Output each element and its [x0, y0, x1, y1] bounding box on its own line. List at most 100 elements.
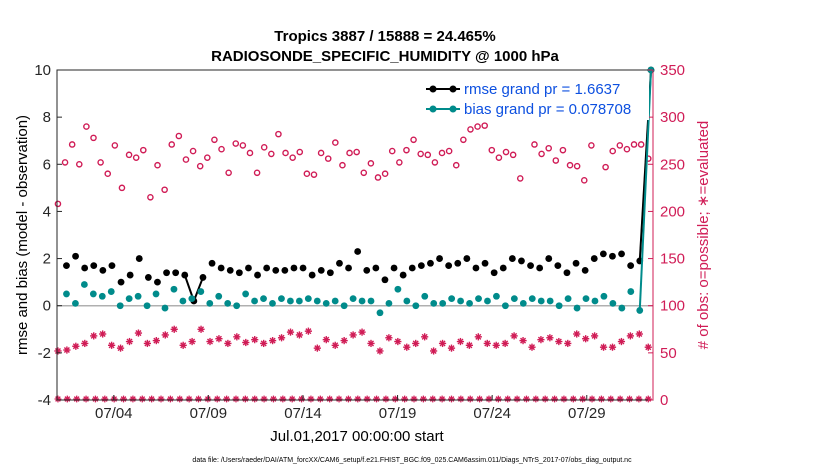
possible-obs-point	[460, 136, 467, 144]
bias-point	[116, 302, 124, 310]
x-tick-label: 07/29	[568, 405, 606, 422]
zero-count-point	[120, 395, 127, 403]
y-tick-label: 10	[34, 62, 51, 79]
evaluated-obs-point	[349, 331, 357, 339]
rmse-point	[618, 250, 625, 258]
zero-count-point	[195, 395, 202, 403]
zero-count-point	[419, 395, 427, 403]
evaluated-obs-point	[322, 336, 330, 344]
bias-point	[439, 299, 447, 307]
bias-point	[107, 288, 115, 295]
possible-obs-point	[125, 151, 133, 159]
bias-point	[269, 299, 276, 307]
possible-obs-point	[168, 141, 176, 148]
y-right-tick-label: 0	[660, 392, 668, 409]
zero-count-point	[101, 395, 109, 403]
evaluated-obs-point	[242, 338, 250, 347]
evaluated-obs-point	[277, 334, 286, 342]
rmse-point	[599, 250, 607, 258]
rmse-point	[372, 264, 380, 272]
evaluated-obs-point	[546, 334, 554, 342]
zero-count-point	[232, 395, 240, 403]
zero-count-point	[213, 395, 221, 403]
possible-obs-point	[154, 161, 161, 169]
zero-count-point	[279, 395, 287, 403]
bias-point	[242, 290, 250, 298]
possible-obs-point	[637, 141, 645, 148]
zero-count-point	[504, 395, 512, 403]
zero-count-point	[485, 395, 493, 403]
rmse-point	[254, 271, 261, 279]
rmse-point	[281, 266, 289, 274]
y-right-tick-label: 350	[660, 62, 685, 79]
bias-point	[448, 295, 456, 303]
x-axis-label: Jul.01,2017 00:00:00 start	[270, 428, 444, 445]
bias-point	[367, 297, 375, 305]
zero-count-point	[401, 395, 409, 403]
zero-count-point	[588, 395, 596, 403]
bias-point	[179, 297, 187, 305]
possible-obs-point	[388, 147, 396, 155]
y-tick-label: 0	[43, 298, 51, 315]
bias-point	[555, 302, 563, 310]
rmse-point	[563, 269, 571, 277]
y-tick-label: 6	[43, 156, 51, 173]
evaluated-obs-point	[447, 344, 456, 352]
possible-obs-point	[403, 146, 410, 154]
evaluated-obs-point	[367, 339, 375, 348]
bias-point	[224, 299, 232, 307]
bias-point	[591, 297, 599, 305]
bias-point	[519, 299, 527, 307]
zero-count-point	[635, 395, 643, 403]
zero-count-point	[73, 395, 81, 403]
rmse-point	[81, 264, 89, 272]
possible-obs-point	[417, 150, 424, 158]
zero-count-point	[438, 395, 446, 403]
zero-count-point	[363, 395, 371, 403]
zero-count-point	[513, 395, 521, 403]
bias-point	[331, 297, 339, 305]
rmse-point	[263, 264, 271, 272]
evaluated-obs-point	[519, 337, 527, 345]
chart-title: Tropics 3887 / 15888 = 24.465%	[274, 28, 495, 45]
rmse-point	[90, 262, 98, 270]
bias-point	[340, 302, 348, 310]
evaluated-obs-point	[251, 336, 259, 344]
rmse-point	[163, 269, 170, 277]
zero-count-point	[176, 395, 184, 403]
bias-point	[349, 295, 357, 303]
evaluated-obs-point	[510, 332, 518, 340]
zero-count-point	[429, 395, 437, 403]
bias-point	[161, 304, 169, 312]
zero-count-point	[626, 395, 633, 403]
possible-obs-point	[602, 163, 609, 171]
evaluated-obs-point	[134, 329, 143, 337]
evaluated-obs-point	[286, 328, 295, 336]
zero-count-point	[241, 395, 249, 403]
legend-bias-marker	[449, 105, 457, 113]
possible-obs-point	[481, 122, 488, 129]
bias-point	[260, 295, 267, 303]
possible-obs-point	[495, 154, 503, 161]
x-tick-label: 07/04	[95, 405, 133, 422]
legend-rmse-marker	[429, 85, 437, 93]
legend-bias-label: bias grand pr = 0.078708	[464, 101, 631, 118]
rmse-point	[181, 271, 189, 279]
possible-obs-point	[132, 154, 140, 161]
rmse-point	[117, 278, 125, 286]
evaluated-obs-point	[179, 341, 187, 349]
evaluated-obs-point	[90, 332, 98, 340]
possible-obs-point	[609, 147, 617, 155]
possible-obs-point	[317, 149, 325, 157]
possible-obs-point	[289, 154, 296, 161]
evaluated-obs-point	[582, 335, 590, 343]
zero-count-point	[607, 395, 615, 403]
possible-obs-point	[303, 170, 311, 178]
bias-point	[188, 295, 196, 303]
evaluated-obs-point	[608, 343, 617, 351]
rmse-point	[290, 264, 298, 272]
possible-obs-point	[396, 159, 403, 166]
possible-obs-point	[353, 148, 360, 156]
rmse-point	[454, 259, 462, 267]
rmse-point	[554, 262, 562, 270]
